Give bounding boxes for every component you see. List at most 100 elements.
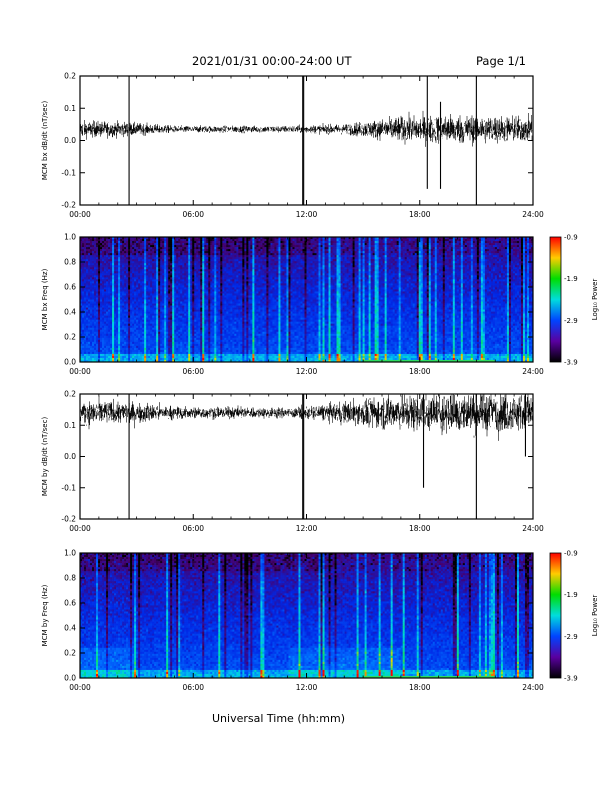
spectrogram-cell [118, 331, 121, 335]
spectrogram-cell [220, 287, 223, 290]
spectrogram-cell [202, 307, 205, 310]
spectrogram-cell [124, 309, 127, 312]
spectrogram-cell [220, 271, 223, 274]
spectrogram-cell [96, 349, 99, 353]
spectrogram-cell [154, 243, 157, 246]
spectrogram-cell [152, 329, 155, 333]
spectrogram-cell [136, 311, 139, 314]
spectrogram-cell [94, 261, 97, 264]
spectrogram-cell [196, 303, 199, 306]
spectrogram-cell [128, 339, 131, 343]
spectrogram-cell [106, 319, 109, 323]
spectrogram-cell [230, 267, 233, 270]
spectrogram-cell [110, 287, 113, 290]
spectrogram-cell [114, 329, 117, 333]
spectrogram-cell [136, 337, 139, 341]
spectrogram-cell [196, 341, 199, 345]
spectrogram-cell [134, 319, 137, 323]
spectrogram-cell [158, 275, 161, 278]
spectrogram-cell [164, 263, 167, 266]
spectrogram-cell [176, 303, 179, 306]
spectrogram-cell [86, 279, 89, 282]
spectrogram-cell [140, 247, 143, 250]
spectrogram-cell [210, 311, 213, 314]
spectrogram-cell [112, 285, 115, 288]
spectrogram-cell [100, 279, 103, 282]
spectrogram-cell [168, 339, 171, 343]
spectrogram-cell [132, 253, 135, 256]
spectrogram-cell [118, 315, 121, 318]
spectrogram-cell [192, 245, 195, 248]
spectrogram-cell [134, 307, 137, 310]
spectrogram-cell [148, 349, 151, 353]
spectrogram-cell [186, 271, 189, 274]
spectrogram-cell [188, 345, 191, 349]
spectrogram-cell [126, 355, 129, 359]
spectrogram-cell [166, 239, 169, 242]
spectrogram-cell [102, 283, 105, 286]
spectrogram-cell [86, 301, 89, 304]
spectrogram-cell [128, 317, 131, 321]
spectrogram-cell [194, 347, 197, 351]
spectrogram-cell [102, 309, 105, 312]
spectrogram-cell [154, 271, 157, 274]
spectrogram-cell [88, 329, 91, 333]
spectrogram-cell [150, 277, 153, 280]
spectrogram-cell [166, 325, 169, 329]
spectrogram-cell [234, 331, 237, 335]
spectrogram-cell [88, 261, 91, 264]
spectrogram-cell [198, 339, 201, 343]
spectrogram-cell [82, 297, 85, 300]
spectrogram-cell [168, 335, 171, 339]
spectrogram-cell [132, 325, 135, 329]
spectrogram-cell [216, 275, 219, 278]
spectrogram-cell [218, 353, 221, 357]
spectrogram-cell [196, 249, 199, 252]
spectrogram-cell [102, 355, 105, 359]
spectrogram-cell [188, 261, 191, 264]
spectrogram-cell [120, 287, 123, 290]
spectrogram-cell [206, 345, 209, 349]
spectrogram-cell [204, 255, 207, 258]
spectrogram-cell [162, 351, 165, 355]
spectrogram-cell [150, 259, 153, 262]
spectrogram-cell [174, 249, 177, 252]
spectrogram-cell [156, 265, 159, 268]
spectrogram-cell [108, 301, 111, 304]
spectrogram-cell [186, 311, 189, 314]
spectrogram-cell [104, 301, 107, 304]
spectrogram-cell [172, 273, 175, 276]
spectrogram-cell [194, 281, 197, 284]
spectrogram-cell [136, 305, 139, 308]
spectrogram-cell [184, 265, 187, 268]
spectrogram-cell [102, 291, 105, 294]
spectrogram-cell [140, 239, 143, 242]
spectrogram-cell [188, 253, 191, 256]
spectrogram-cell [80, 293, 83, 296]
spectrogram-cell [84, 317, 87, 321]
spectrogram-cell [212, 265, 215, 268]
spectrogram-cell [112, 305, 115, 308]
spectrogram-cell [150, 313, 153, 316]
spectrogram-cell [188, 277, 191, 280]
spectrogram-cell [140, 287, 143, 290]
spectrogram-cell [116, 237, 119, 240]
spectrogram-cell [134, 335, 137, 339]
spectrogram-cell [210, 247, 213, 250]
spectrogram-cell [158, 323, 161, 327]
spectrogram-cell [90, 267, 93, 270]
spectrogram-cell [160, 321, 163, 325]
spectrogram-cell [94, 337, 97, 341]
spectrogram-cell [230, 311, 233, 314]
spectrogram-cell [188, 279, 191, 282]
spectrogram-cell [118, 341, 121, 345]
spectrogram-cell [168, 345, 171, 349]
spectrogram-cell [120, 251, 123, 254]
spectrogram-cell [130, 243, 133, 246]
spectrogram-cell [204, 245, 207, 248]
spectrogram-cell [156, 319, 159, 323]
spectrogram-cell [224, 315, 227, 318]
spectrogram-cell [92, 287, 95, 290]
spectrogram-cell [90, 247, 93, 250]
spectrogram-cell [126, 347, 129, 351]
